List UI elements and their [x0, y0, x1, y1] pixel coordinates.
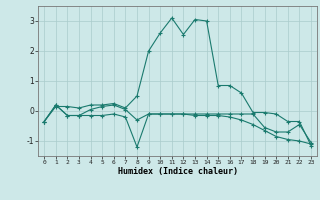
X-axis label: Humidex (Indice chaleur): Humidex (Indice chaleur) [118, 167, 238, 176]
